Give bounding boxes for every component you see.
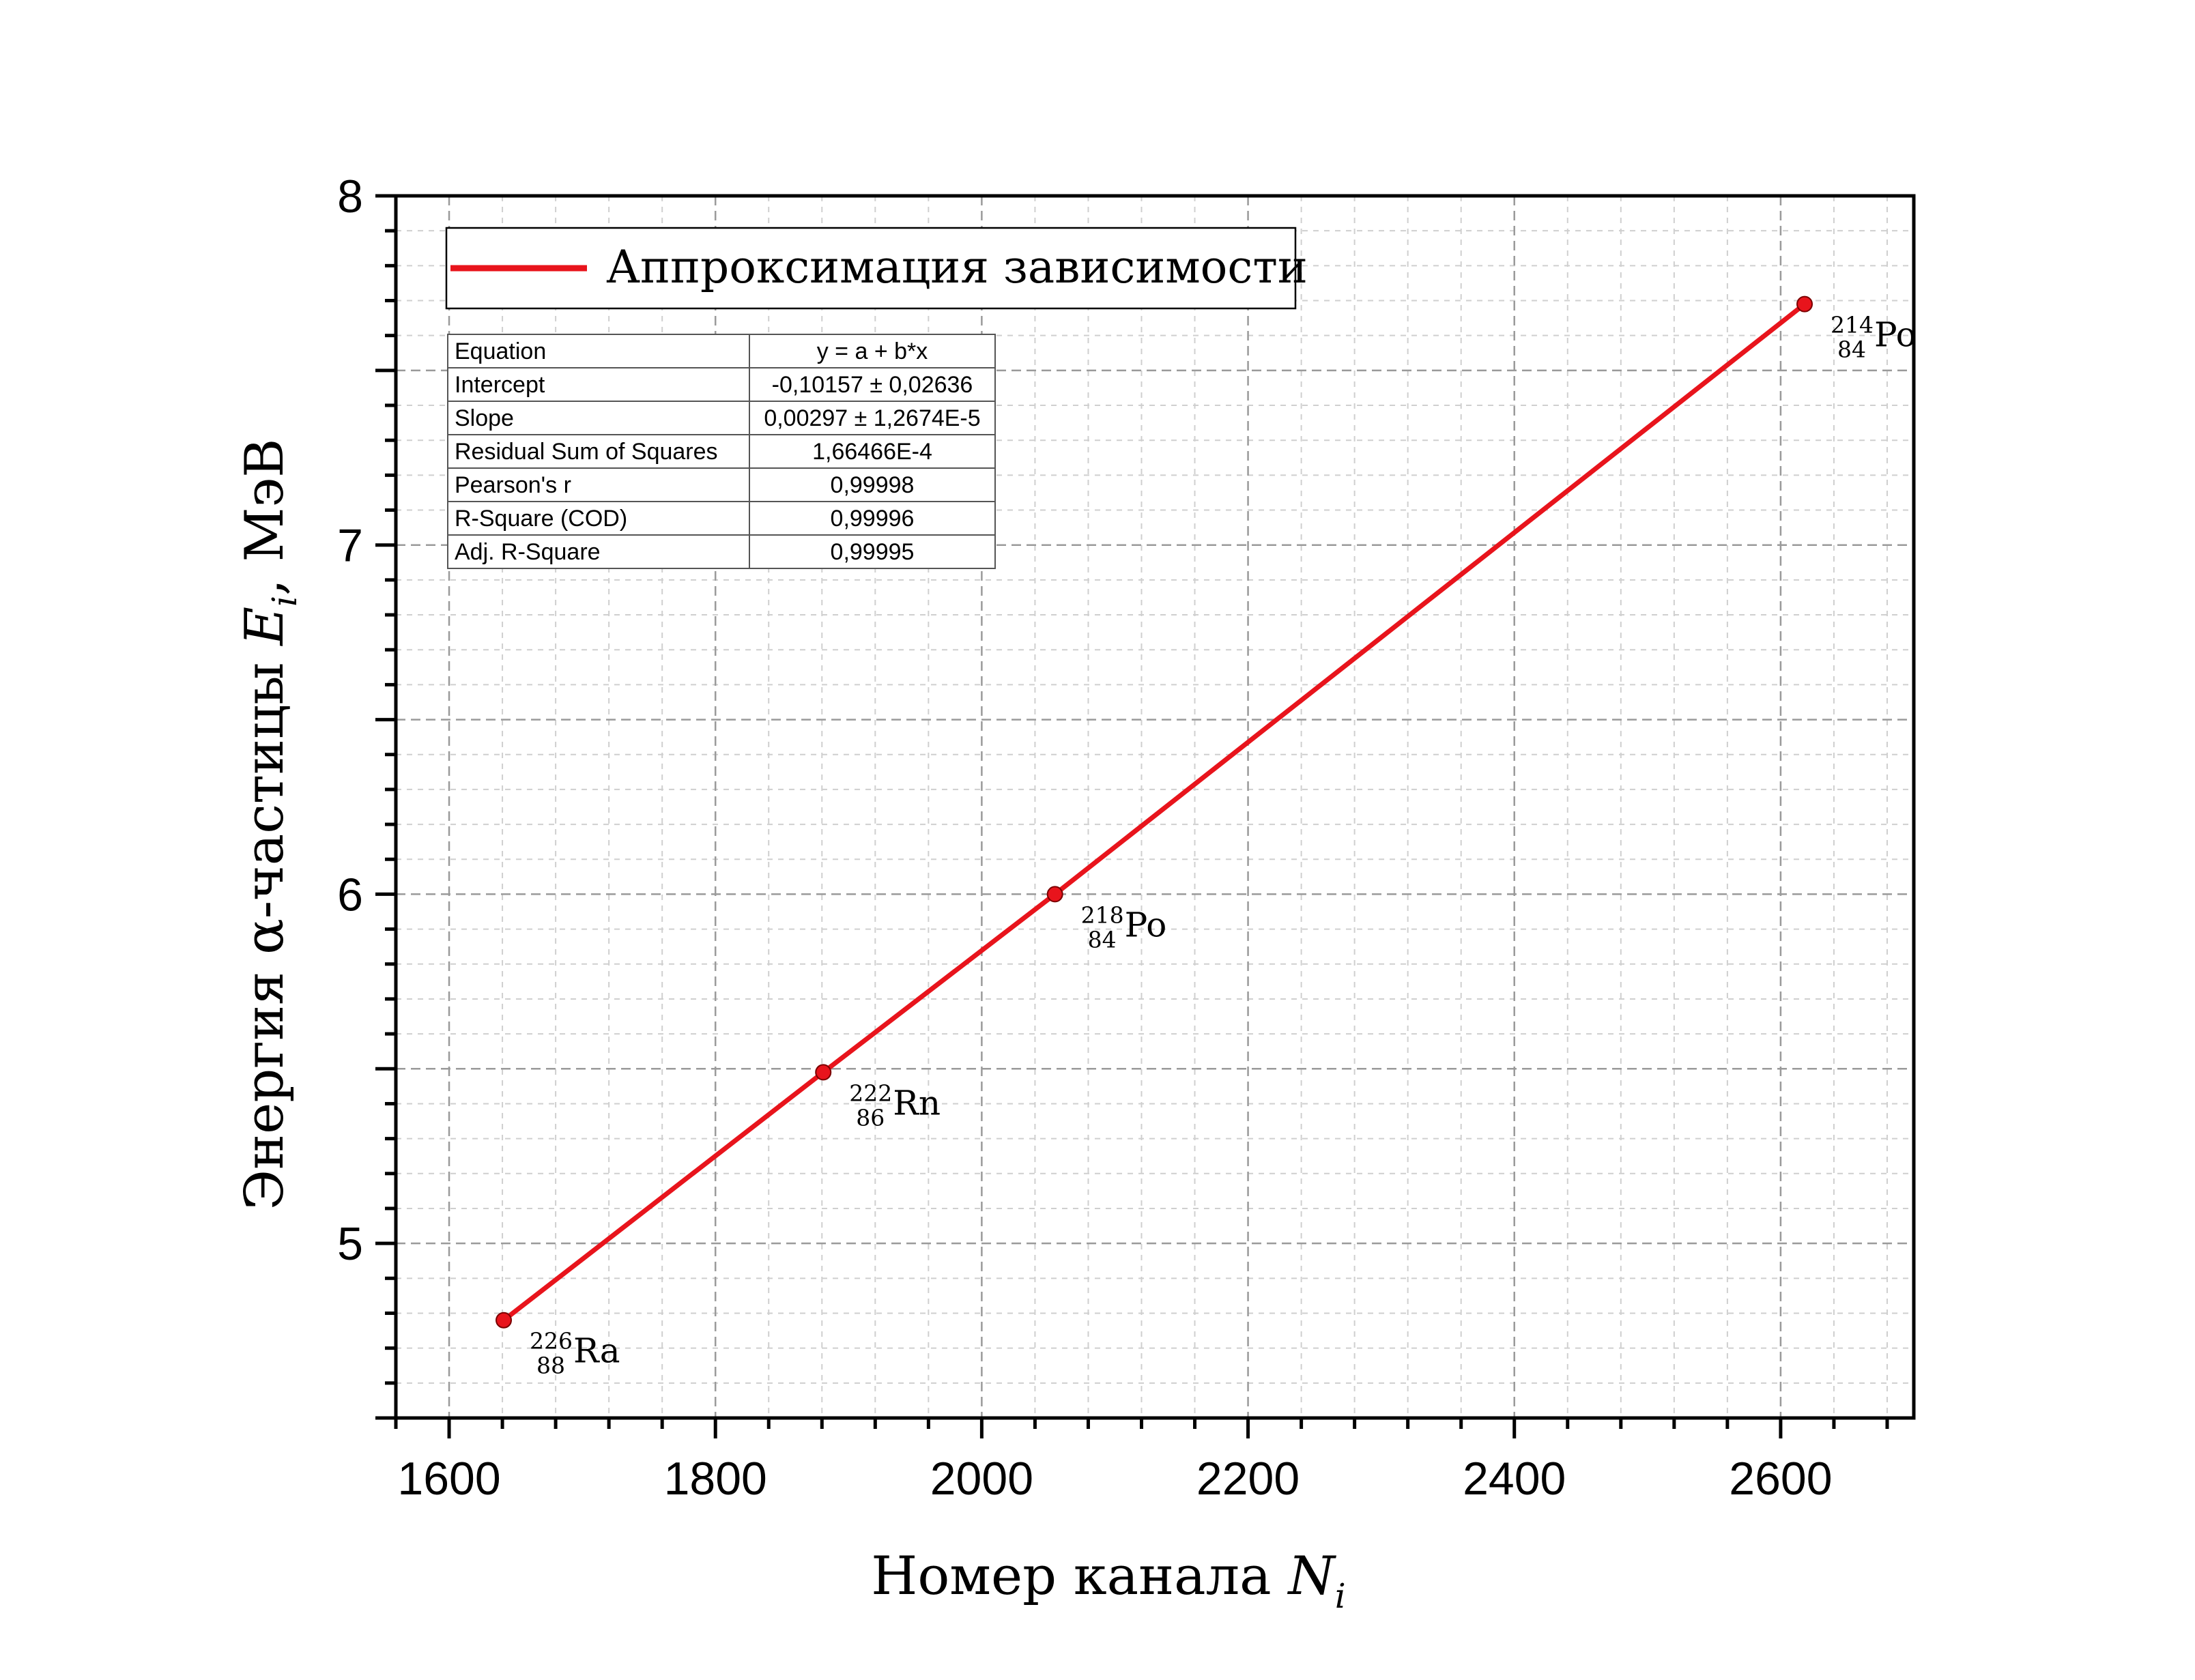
isotope-charge: 84 xyxy=(1837,336,1866,363)
isotope-mass: 218 xyxy=(1081,901,1124,928)
data-point xyxy=(1796,295,1813,313)
data-point xyxy=(496,1312,513,1329)
fit-table-value: y = a + b*x xyxy=(817,338,928,364)
series-layer xyxy=(496,295,1813,1329)
legend: Аппроксимация зависимости xyxy=(445,227,1308,310)
fit-table-key: Slope xyxy=(455,405,514,431)
fit-table-key: Pearson's r xyxy=(455,472,571,498)
isotope-symbol: Rn xyxy=(893,1083,941,1123)
y-tick-label: 6 xyxy=(337,869,363,921)
fit-table-frame xyxy=(447,334,996,569)
axis-ticks xyxy=(375,194,1889,1438)
isotope-charge: 86 xyxy=(856,1104,885,1131)
fit-table-value: 0,99998 xyxy=(831,472,915,498)
fit-table-key: Adj. R-Square xyxy=(455,539,601,565)
x-tick-label: 2400 xyxy=(1463,1453,1566,1505)
y-tick-label: 5 xyxy=(337,1218,363,1270)
fit-line xyxy=(502,302,1807,1322)
isotope-charge: 84 xyxy=(1088,926,1117,953)
x-tick-label: 2600 xyxy=(1729,1453,1832,1505)
fit-table-value: 1,66466E-4 xyxy=(812,439,932,465)
isotope-mass: 226 xyxy=(530,1328,573,1355)
isotope-symbol: Ra xyxy=(573,1331,620,1371)
fit-table-key: Intercept xyxy=(455,372,545,398)
data-point xyxy=(815,1064,832,1081)
data-point xyxy=(1046,886,1063,903)
plot-frame xyxy=(394,194,1916,1420)
y-tick-label: 7 xyxy=(337,520,363,572)
fit-table: Equation y = a + b*x Intercept -0,10157 ± 0… xyxy=(447,334,996,569)
y-tick-label: 8 xyxy=(337,171,363,222)
fit-table-value: -0,10157 ± 0,02636 xyxy=(772,372,973,398)
legend-label: Аппроксимация зависимости xyxy=(606,241,1308,293)
tick-labels: 1600 1800 2000 2200 2400 2600 5 6 7 8 xyxy=(337,171,1832,1505)
isotope-symbol: Po xyxy=(1874,315,1917,355)
x-tick-label: 1800 xyxy=(664,1453,767,1505)
fit-table-value: 0,99996 xyxy=(831,506,915,532)
x-axis-title: Номер канала Ni xyxy=(871,1546,1345,1616)
isotope-symbol: Po xyxy=(1125,905,1167,944)
y-axis-title: Энергия α-частицы Ei, МэВ xyxy=(234,439,304,1211)
x-tick-label: 1600 xyxy=(397,1453,500,1505)
x-tick-label: 2200 xyxy=(1196,1453,1300,1505)
fit-table-value: 0,99995 xyxy=(831,539,915,565)
legend-box xyxy=(445,227,1297,310)
fit-table-value: 0,00297 ± 1,2674E-5 xyxy=(764,405,980,431)
isotope-charge: 88 xyxy=(536,1352,565,1379)
fit-table-key: R-Square (COD) xyxy=(455,506,627,532)
fit-table-key: Equation xyxy=(455,338,546,364)
fit-table-key: Residual Sum of Squares xyxy=(455,439,718,465)
isotope-mass: 222 xyxy=(849,1080,892,1106)
isotope-mass: 214 xyxy=(1831,312,1874,338)
x-tick-label: 2000 xyxy=(930,1453,1033,1505)
